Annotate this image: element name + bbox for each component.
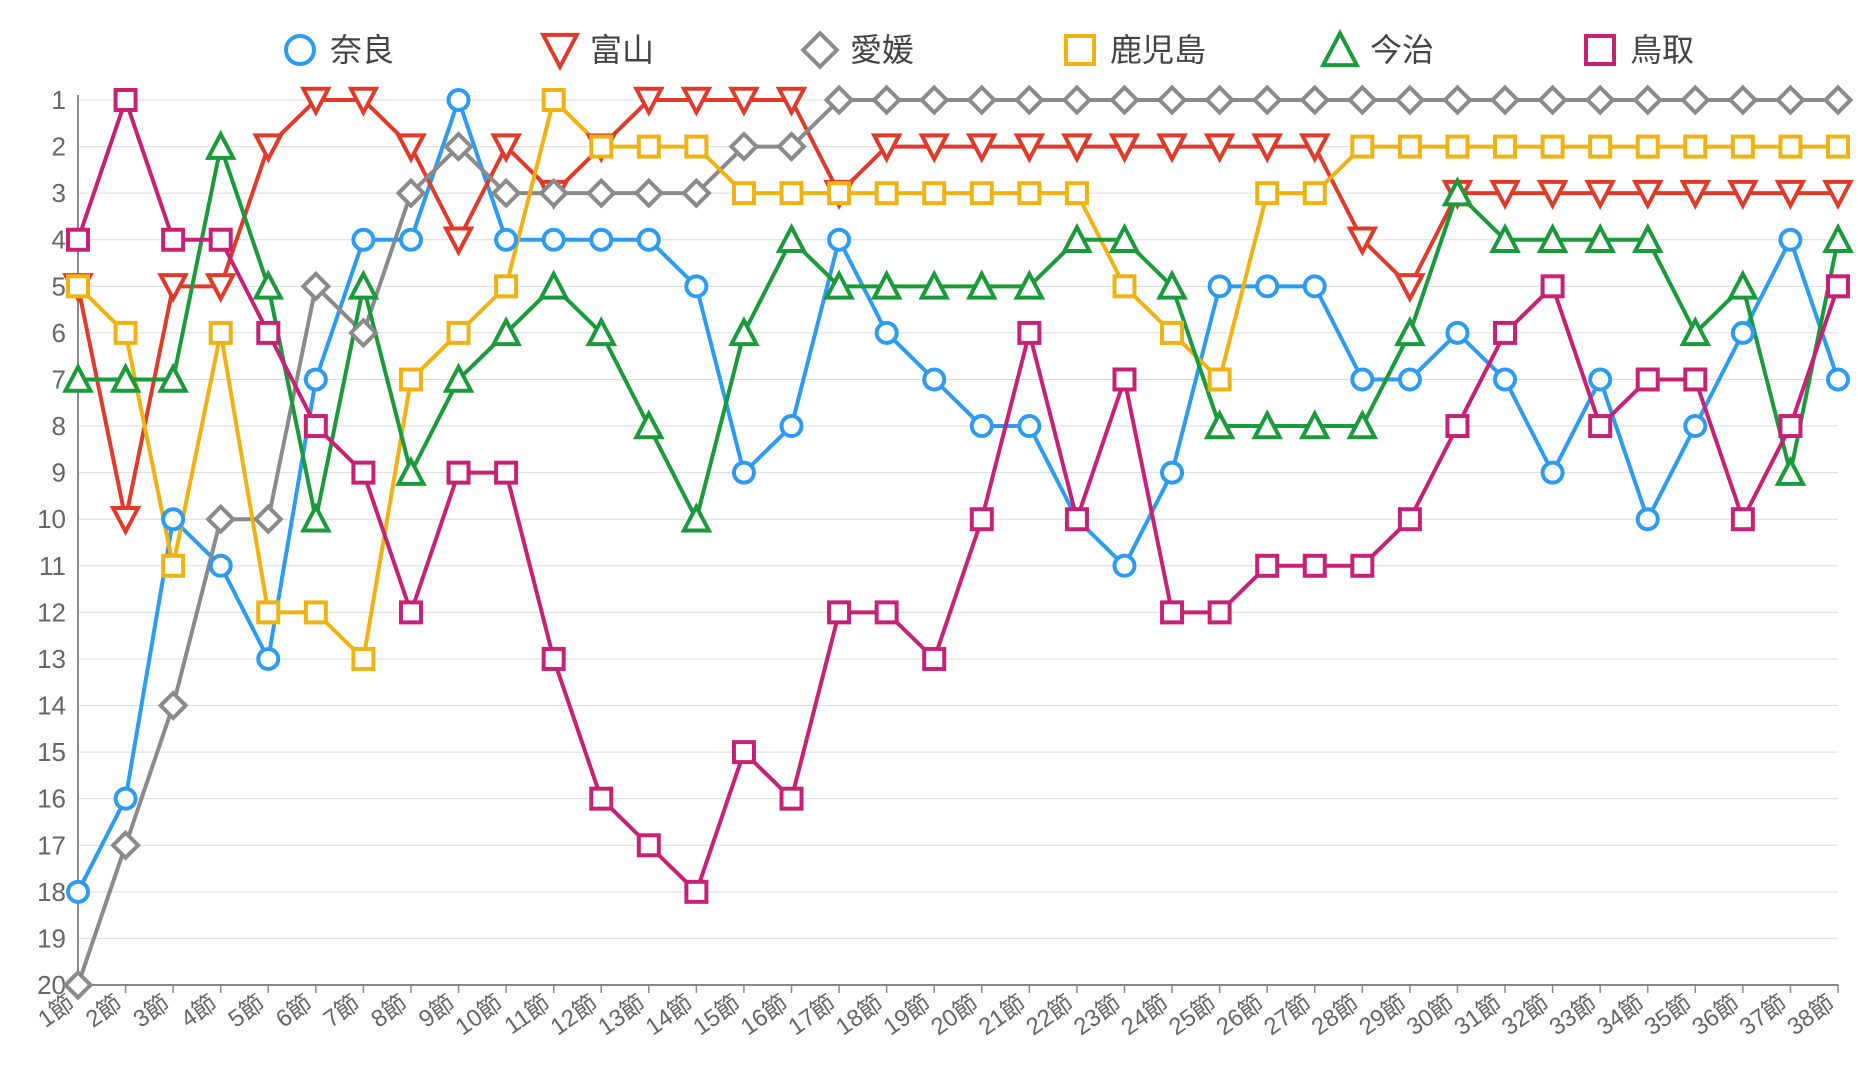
y-tick-label: 6 <box>52 318 66 348</box>
y-tick-label: 10 <box>37 504 66 534</box>
legend-label: 鳥取 <box>1630 32 1694 68</box>
y-tick-label: 1 <box>52 85 66 115</box>
legend-label: 奈良 <box>330 32 394 68</box>
ranking-line-chart: 12345678910111213141516171819201節2節3節4節5… <box>0 0 1858 1082</box>
legend-label: 鹿児島 <box>1110 32 1206 68</box>
legend-item-ehime: 愛媛 <box>803 32 914 68</box>
chart-svg: 12345678910111213141516171819201節2節3節4節5… <box>0 0 1858 1082</box>
y-tick-label: 12 <box>37 597 66 627</box>
y-tick-label: 3 <box>52 178 66 208</box>
legend-item-toyama: 富山 <box>543 32 654 68</box>
y-tick-label: 11 <box>39 551 66 581</box>
y-tick-label: 8 <box>52 411 66 441</box>
legend-label: 富山 <box>590 32 654 68</box>
y-tick-label: 9 <box>52 458 66 488</box>
legend-label: 愛媛 <box>850 32 914 68</box>
legend-item-kagoshima: 鹿児島 <box>1066 32 1206 68</box>
y-tick-label: 16 <box>37 784 66 814</box>
legend-label: 今治 <box>1370 32 1434 68</box>
legend-item-imabari: 今治 <box>1323 32 1434 68</box>
legend-item-nara: 奈良 <box>286 32 394 68</box>
y-tick-label: 18 <box>37 877 66 907</box>
y-tick-label: 4 <box>52 225 66 255</box>
y-tick-label: 14 <box>37 691 66 721</box>
y-tick-label: 15 <box>37 737 66 767</box>
y-tick-label: 19 <box>37 923 66 953</box>
y-tick-label: 2 <box>52 132 66 162</box>
y-tick-label: 13 <box>37 644 66 674</box>
legend-item-tottori: 鳥取 <box>1586 32 1694 68</box>
y-tick-label: 17 <box>37 830 66 860</box>
